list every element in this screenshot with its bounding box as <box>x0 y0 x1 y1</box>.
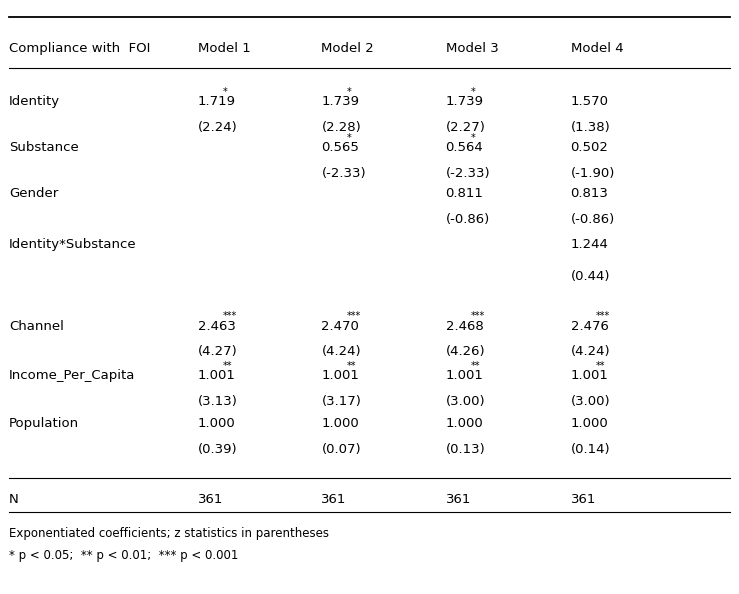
Text: (2.28): (2.28) <box>321 121 361 134</box>
Text: *: * <box>471 133 475 143</box>
Text: (3.17): (3.17) <box>321 395 361 408</box>
Text: Model 1: Model 1 <box>198 42 251 55</box>
Text: ***: *** <box>223 311 237 321</box>
Text: Identity: Identity <box>9 95 60 108</box>
Text: Model 2: Model 2 <box>321 42 374 55</box>
Text: (-2.33): (-2.33) <box>321 167 366 180</box>
Text: 0.811: 0.811 <box>446 187 483 200</box>
Text: 1.001: 1.001 <box>321 369 359 383</box>
Text: N: N <box>9 493 18 506</box>
Text: (0.13): (0.13) <box>446 443 486 456</box>
Text: (4.24): (4.24) <box>321 345 361 358</box>
Text: Exponentiated coefficients; z statistics in parentheses: Exponentiated coefficients; z statistics… <box>9 527 329 541</box>
Text: ***: *** <box>596 311 610 321</box>
Text: (-1.90): (-1.90) <box>571 167 615 180</box>
Text: (0.39): (0.39) <box>198 443 238 456</box>
Text: 2.468: 2.468 <box>446 320 483 333</box>
Text: Channel: Channel <box>9 320 64 333</box>
Text: 1.739: 1.739 <box>446 95 483 108</box>
Text: (3.13): (3.13) <box>198 395 238 408</box>
Text: Income_Per_Capita: Income_Per_Capita <box>9 369 135 383</box>
Text: (4.26): (4.26) <box>446 345 486 358</box>
Text: (0.14): (0.14) <box>571 443 610 456</box>
Text: 1.001: 1.001 <box>446 369 483 383</box>
Text: (4.24): (4.24) <box>571 345 610 358</box>
Text: Population: Population <box>9 417 79 430</box>
Text: Substance: Substance <box>9 141 78 154</box>
Text: 1.001: 1.001 <box>571 369 608 383</box>
Text: 361: 361 <box>571 493 596 506</box>
Text: 0.813: 0.813 <box>571 187 608 200</box>
Text: (2.27): (2.27) <box>446 121 486 134</box>
Text: **: ** <box>223 361 233 371</box>
Text: (-2.33): (-2.33) <box>446 167 490 180</box>
Text: * p < 0.05;  ** p < 0.01;  *** p < 0.001: * p < 0.05; ** p < 0.01; *** p < 0.001 <box>9 549 238 563</box>
Text: 1.719: 1.719 <box>198 95 236 108</box>
Text: (0.07): (0.07) <box>321 443 361 456</box>
Text: 1.000: 1.000 <box>321 417 359 430</box>
Text: 2.470: 2.470 <box>321 320 359 333</box>
Text: (0.44): (0.44) <box>571 270 610 283</box>
Text: 1.000: 1.000 <box>446 417 483 430</box>
Text: 0.564: 0.564 <box>446 141 483 154</box>
Text: (3.00): (3.00) <box>446 395 486 408</box>
Text: 1.000: 1.000 <box>198 417 236 430</box>
Text: ***: *** <box>347 311 361 321</box>
Text: *: * <box>471 87 475 97</box>
Text: 1.001: 1.001 <box>198 369 236 383</box>
Text: 2.476: 2.476 <box>571 320 608 333</box>
Text: 0.502: 0.502 <box>571 141 608 154</box>
Text: Identity*Substance: Identity*Substance <box>9 238 137 251</box>
Text: **: ** <box>347 361 356 371</box>
Text: *: * <box>347 133 351 143</box>
Text: 361: 361 <box>446 493 471 506</box>
Text: 1.739: 1.739 <box>321 95 359 108</box>
Text: 361: 361 <box>321 493 347 506</box>
Text: (-0.86): (-0.86) <box>571 213 615 226</box>
Text: 1.570: 1.570 <box>571 95 608 108</box>
Text: 361: 361 <box>198 493 223 506</box>
Text: (4.27): (4.27) <box>198 345 238 358</box>
Text: (3.00): (3.00) <box>571 395 610 408</box>
Text: (1.38): (1.38) <box>571 121 610 134</box>
Text: (2.24): (2.24) <box>198 121 238 134</box>
Text: 0.565: 0.565 <box>321 141 359 154</box>
Text: Gender: Gender <box>9 187 58 200</box>
Text: **: ** <box>471 361 480 371</box>
Text: ***: *** <box>471 311 485 321</box>
Text: **: ** <box>596 361 605 371</box>
Text: *: * <box>347 87 351 97</box>
Text: Model 3: Model 3 <box>446 42 498 55</box>
Text: 2.463: 2.463 <box>198 320 236 333</box>
Text: Compliance with  FOI: Compliance with FOI <box>9 42 150 55</box>
Text: *: * <box>223 87 228 97</box>
Text: 1.244: 1.244 <box>571 238 608 251</box>
Text: (-0.86): (-0.86) <box>446 213 490 226</box>
Text: 1.000: 1.000 <box>571 417 608 430</box>
Text: Model 4: Model 4 <box>571 42 623 55</box>
